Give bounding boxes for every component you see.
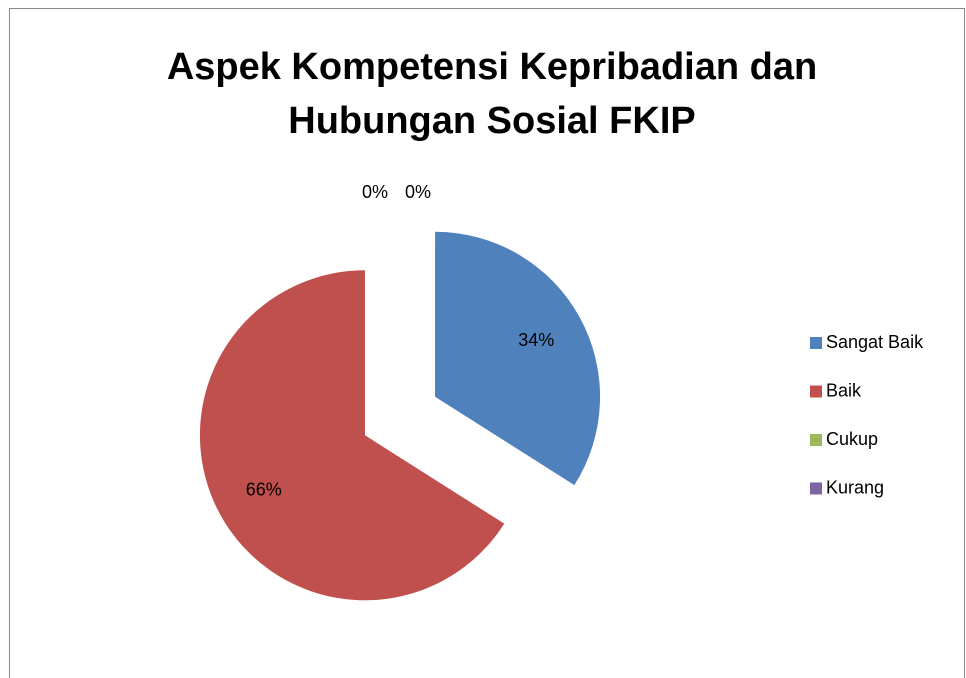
- legend-label: Kurang: [826, 477, 884, 497]
- data-label: 0%: [362, 182, 388, 202]
- pie-slice: [199, 270, 505, 601]
- data-label: 66%: [246, 480, 282, 500]
- pie-slice: [435, 231, 601, 486]
- legend-swatch: [810, 434, 822, 446]
- legend-swatch: [810, 337, 822, 349]
- legend-label: Sangat Baik: [826, 332, 924, 352]
- legend-swatch: [810, 385, 822, 398]
- chart-title: Aspek Kompetensi Kepribadian dan Hubunga…: [166, 46, 818, 142]
- legend-swatch: [810, 482, 822, 495]
- data-label: 34%: [518, 330, 554, 350]
- legend-label: Baik: [826, 380, 862, 400]
- data-label: 0%: [405, 182, 431, 202]
- legend-label: Cukup: [826, 429, 878, 449]
